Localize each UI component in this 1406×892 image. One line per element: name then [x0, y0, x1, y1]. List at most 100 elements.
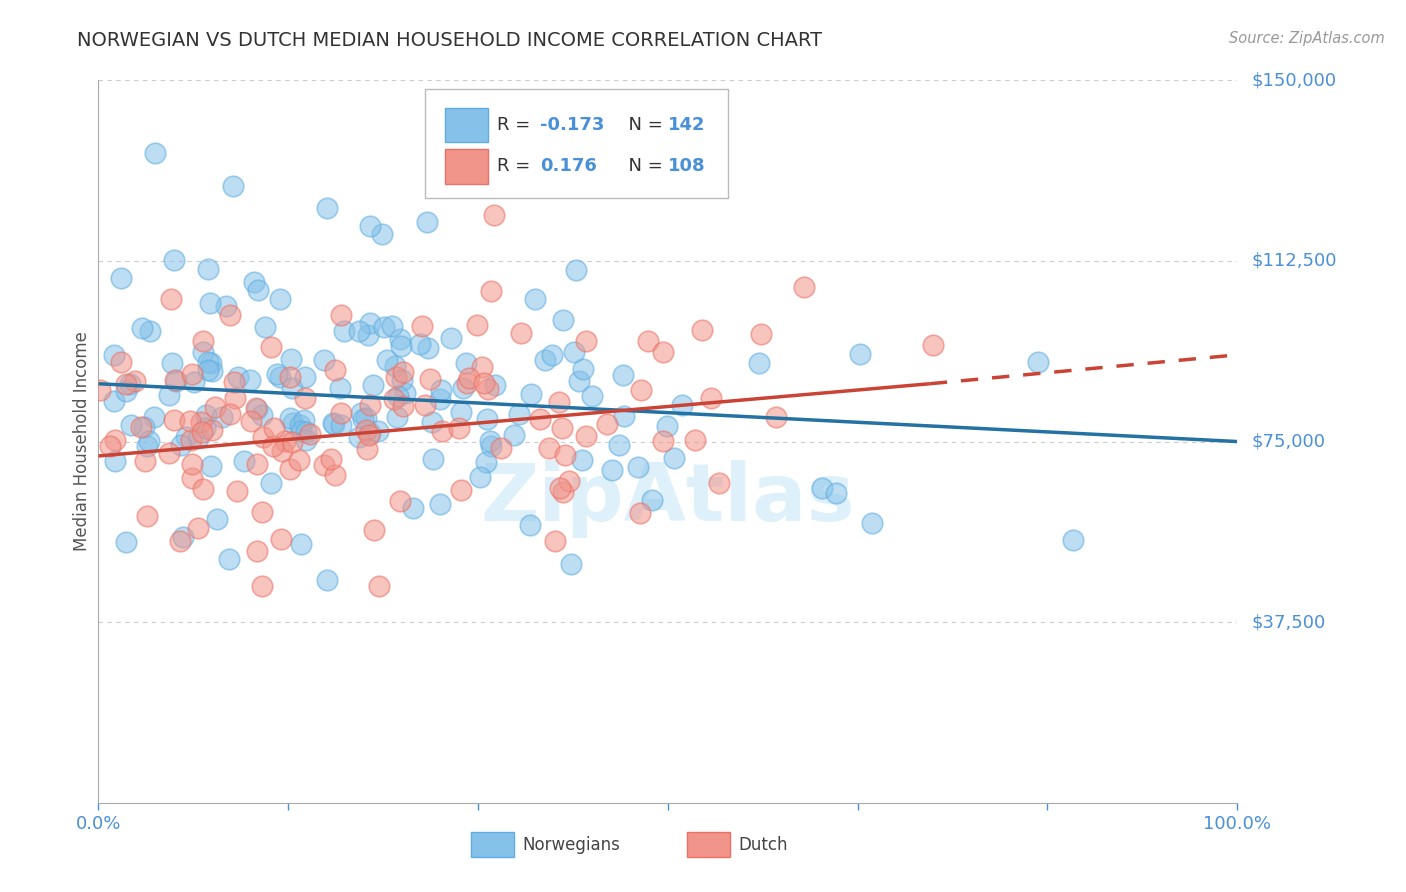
Point — [143, 145, 166, 160]
Text: 108: 108 — [668, 157, 706, 175]
Point — [699, 391, 721, 405]
Point — [135, 439, 157, 453]
Point — [384, 359, 406, 373]
Point — [389, 332, 412, 346]
Point — [471, 360, 494, 375]
Point — [197, 363, 219, 377]
Point — [278, 370, 301, 384]
Point — [315, 201, 337, 215]
Point — [281, 417, 304, 431]
Point — [491, 441, 513, 455]
Point — [475, 412, 498, 426]
Text: $112,500: $112,500 — [1251, 252, 1337, 270]
Point — [450, 483, 472, 497]
Point — [477, 383, 499, 397]
Point — [402, 501, 425, 516]
Point — [375, 353, 398, 368]
Point — [170, 438, 193, 452]
Point — [519, 518, 541, 533]
Point — [134, 453, 156, 467]
Point — [413, 398, 436, 412]
Point — [825, 485, 848, 500]
Point — [420, 415, 443, 429]
Point — [330, 308, 353, 322]
Point — [652, 434, 675, 449]
Point — [538, 441, 561, 455]
Point — [540, 349, 562, 363]
Point — [124, 374, 146, 388]
Point — [562, 345, 585, 359]
Point — [811, 481, 834, 495]
Point — [479, 439, 502, 453]
Point — [218, 407, 240, 421]
Point — [157, 446, 180, 460]
Point — [278, 410, 301, 425]
Point — [232, 454, 254, 468]
Point — [568, 374, 591, 388]
Point — [205, 512, 228, 526]
Text: Norwegians: Norwegians — [522, 836, 620, 854]
Point — [637, 334, 659, 348]
Point — [671, 398, 693, 412]
Point — [287, 453, 309, 467]
Point — [253, 320, 276, 334]
Point — [652, 345, 675, 359]
Text: $37,500: $37,500 — [1251, 613, 1326, 632]
Point — [159, 292, 181, 306]
Point — [607, 438, 630, 452]
Point — [163, 253, 186, 268]
Point — [458, 371, 481, 385]
Text: N =: N = — [617, 157, 668, 175]
Point — [422, 451, 444, 466]
Point — [269, 293, 291, 307]
Point — [347, 324, 370, 338]
Point — [169, 533, 191, 548]
Point — [748, 356, 770, 370]
Point — [416, 342, 439, 356]
Point — [315, 573, 337, 587]
Point — [352, 411, 374, 425]
Point — [252, 505, 274, 519]
Point — [429, 392, 451, 407]
Point — [596, 417, 619, 431]
Point — [387, 410, 409, 425]
Point — [411, 318, 433, 333]
Point — [482, 208, 505, 222]
Text: Source: ZipAtlas.com: Source: ZipAtlas.com — [1229, 31, 1385, 46]
Point — [323, 417, 346, 431]
Point — [329, 406, 352, 420]
Point — [193, 482, 215, 496]
Point — [143, 410, 166, 425]
Point — [114, 377, 136, 392]
Point — [749, 326, 772, 341]
Point — [319, 452, 342, 467]
Point — [290, 417, 312, 432]
Point — [430, 424, 453, 438]
Point — [134, 419, 156, 434]
Point — [179, 414, 201, 428]
Point — [520, 387, 543, 401]
Point — [190, 425, 212, 439]
Point — [793, 279, 815, 293]
Point — [468, 469, 491, 483]
Point — [571, 452, 593, 467]
Point — [765, 410, 787, 425]
Point — [333, 324, 356, 338]
Point — [221, 179, 243, 194]
Point — [200, 356, 222, 370]
Point — [218, 552, 240, 566]
Point — [641, 493, 664, 508]
Text: NORWEGIAN VS DUTCH MEDIAN HOUSEHOLD INCOME CORRELATION CHART: NORWEGIAN VS DUTCH MEDIAN HOUSEHOLD INCO… — [77, 31, 823, 50]
Point — [246, 401, 269, 416]
Text: ZipAtlas: ZipAtlas — [481, 460, 855, 539]
Point — [565, 263, 588, 277]
Point — [201, 364, 224, 378]
Point — [120, 418, 142, 433]
Point — [359, 316, 381, 330]
Point — [259, 475, 281, 490]
Point — [367, 424, 389, 438]
Text: 142: 142 — [668, 116, 706, 134]
Point — [1026, 354, 1049, 368]
Point — [181, 367, 204, 381]
Point — [321, 416, 343, 430]
